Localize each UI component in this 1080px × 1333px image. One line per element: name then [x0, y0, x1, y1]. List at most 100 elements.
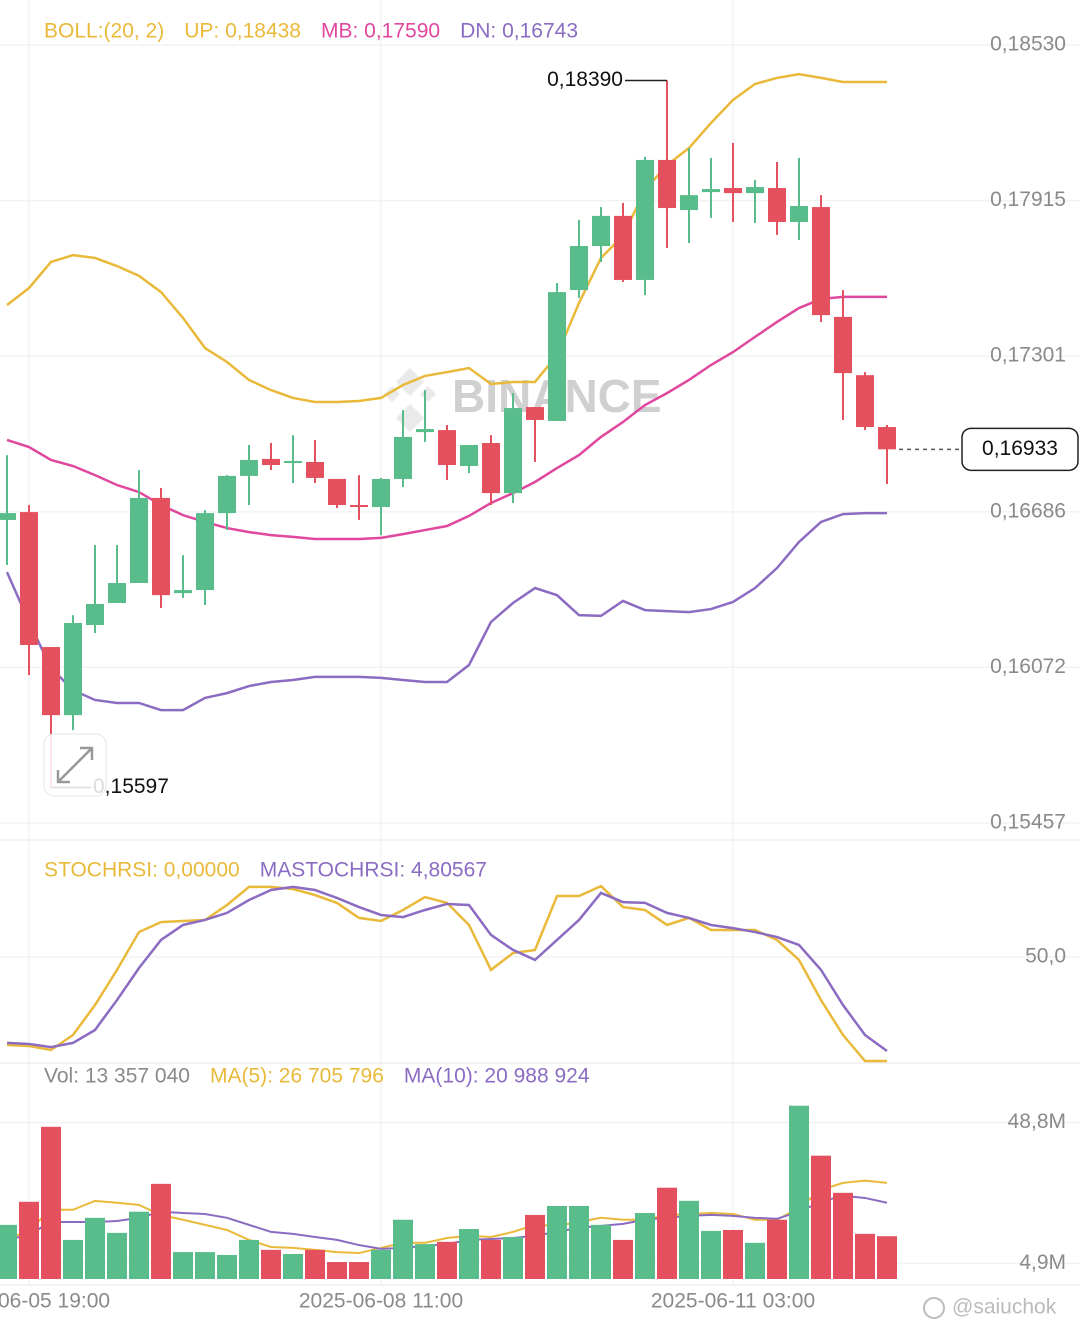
x-tick-label: 2025-06-11 03:00	[651, 1290, 815, 1313]
credit-icon	[923, 1297, 945, 1319]
candle-body	[570, 246, 588, 291]
indicator-line	[5, 511, 887, 712]
y-tick-label: 0,16686	[990, 499, 1066, 522]
volume-bar	[349, 1262, 369, 1279]
candle-body	[482, 442, 500, 494]
volume-bar	[525, 1214, 545, 1279]
candle-body	[834, 316, 852, 374]
candle-body	[284, 460, 302, 463]
candle-body	[878, 427, 896, 450]
mark-layer	[0, 80, 897, 1279]
candle-body	[658, 159, 676, 209]
volume-bar	[63, 1239, 83, 1279]
legend-entry: DN: 0,16743	[460, 20, 578, 43]
candle-body	[790, 206, 808, 222]
candle-body	[614, 215, 632, 280]
candle-body	[592, 215, 610, 247]
legend-entry: MA(10): 20 988 924	[404, 1065, 590, 1088]
volume-bar	[657, 1187, 677, 1279]
candle-body	[680, 195, 698, 211]
volume-bar	[811, 1155, 831, 1279]
volume-bar	[41, 1126, 61, 1279]
volume-bar	[151, 1183, 171, 1279]
volume-bar	[459, 1229, 479, 1279]
volume-bar	[613, 1239, 633, 1279]
x-tick-label: 2025-06-08 11:00	[299, 1290, 463, 1313]
volume-bar	[833, 1192, 853, 1279]
legend-entry: Vol: 13 357 040	[44, 1065, 190, 1088]
candle-body	[130, 497, 148, 583]
legend-entry: MA(5): 26 705 796	[210, 1065, 384, 1088]
volume-bar	[437, 1241, 457, 1279]
candle-body	[218, 475, 236, 514]
volume-bar	[855, 1233, 875, 1279]
y-tick-label: 4,9M	[1019, 1251, 1066, 1274]
candle-body	[724, 188, 742, 194]
volume-bar	[635, 1213, 655, 1279]
volume-bar	[877, 1236, 897, 1279]
volume-bar	[261, 1249, 281, 1279]
volume-bar	[679, 1200, 699, 1279]
y-tick-label: 48,8M	[1008, 1110, 1066, 1133]
indicator-line	[6, 72, 887, 404]
y-tick-label: 0,15457	[990, 811, 1066, 834]
candle-body	[196, 513, 214, 591]
volume-bar	[85, 1217, 105, 1279]
candle-body	[438, 430, 456, 466]
volume-bar	[217, 1254, 237, 1279]
candle-body	[746, 187, 764, 194]
volume-bar	[283, 1254, 303, 1279]
candle-body	[548, 292, 566, 421]
volume-bar	[239, 1239, 259, 1279]
volume-bar	[305, 1249, 325, 1279]
candle-body	[372, 478, 390, 508]
volume-bar	[195, 1252, 215, 1279]
volume-bar	[569, 1205, 589, 1279]
candle-body	[812, 207, 830, 316]
volume-bar	[789, 1105, 809, 1279]
candle-body	[64, 622, 82, 716]
candle-body	[174, 590, 192, 594]
candle-body	[504, 408, 522, 494]
candle-body	[42, 647, 60, 716]
annotation-label: 0,15597	[93, 775, 169, 798]
volume-bar	[481, 1239, 501, 1279]
legend-entry: MB: 0,17590	[321, 20, 440, 43]
candle-body	[526, 407, 544, 420]
last-price-label: 0,16933	[982, 437, 1058, 460]
candle-body	[152, 497, 170, 596]
label-layer: 0,18530 0,17915 0,17301 0,16686 0,16072 0,154…	[0, 20, 1079, 1313]
y-tick-label: 0,16072	[990, 655, 1066, 678]
candle-body	[416, 429, 434, 433]
credit: @saiuchok	[952, 1296, 1057, 1319]
volume-bar	[723, 1229, 743, 1279]
grid-layer	[0, 0, 1080, 1285]
candle-body	[328, 478, 346, 506]
candle-body	[856, 375, 874, 428]
candle-body	[350, 505, 368, 508]
expand-button[interactable]	[43, 733, 107, 797]
y-tick-label: 50,0	[1025, 945, 1066, 968]
candle-body	[240, 459, 258, 476]
candle-body	[768, 188, 786, 222]
candle-body	[306, 461, 324, 478]
candle-body	[636, 159, 654, 280]
volume-bar	[107, 1232, 127, 1279]
candle-body	[394, 436, 412, 479]
volume-bar	[393, 1219, 413, 1279]
last-price-box	[961, 427, 1079, 472]
volume-bar	[591, 1224, 611, 1279]
volume-bar	[129, 1211, 149, 1279]
volume-bar	[767, 1219, 787, 1279]
annotation-label: 0,18390	[547, 68, 623, 91]
legend-entry: MASTOCHRSI: 4,80567	[260, 859, 487, 882]
candle-body	[702, 189, 720, 193]
volume-bar	[371, 1249, 391, 1279]
volume-bar	[547, 1205, 567, 1279]
candle-body	[20, 512, 38, 646]
x-tick-label: 06-05 19:00	[0, 1290, 110, 1313]
candle-body	[460, 445, 478, 467]
candle-body	[0, 513, 16, 520]
